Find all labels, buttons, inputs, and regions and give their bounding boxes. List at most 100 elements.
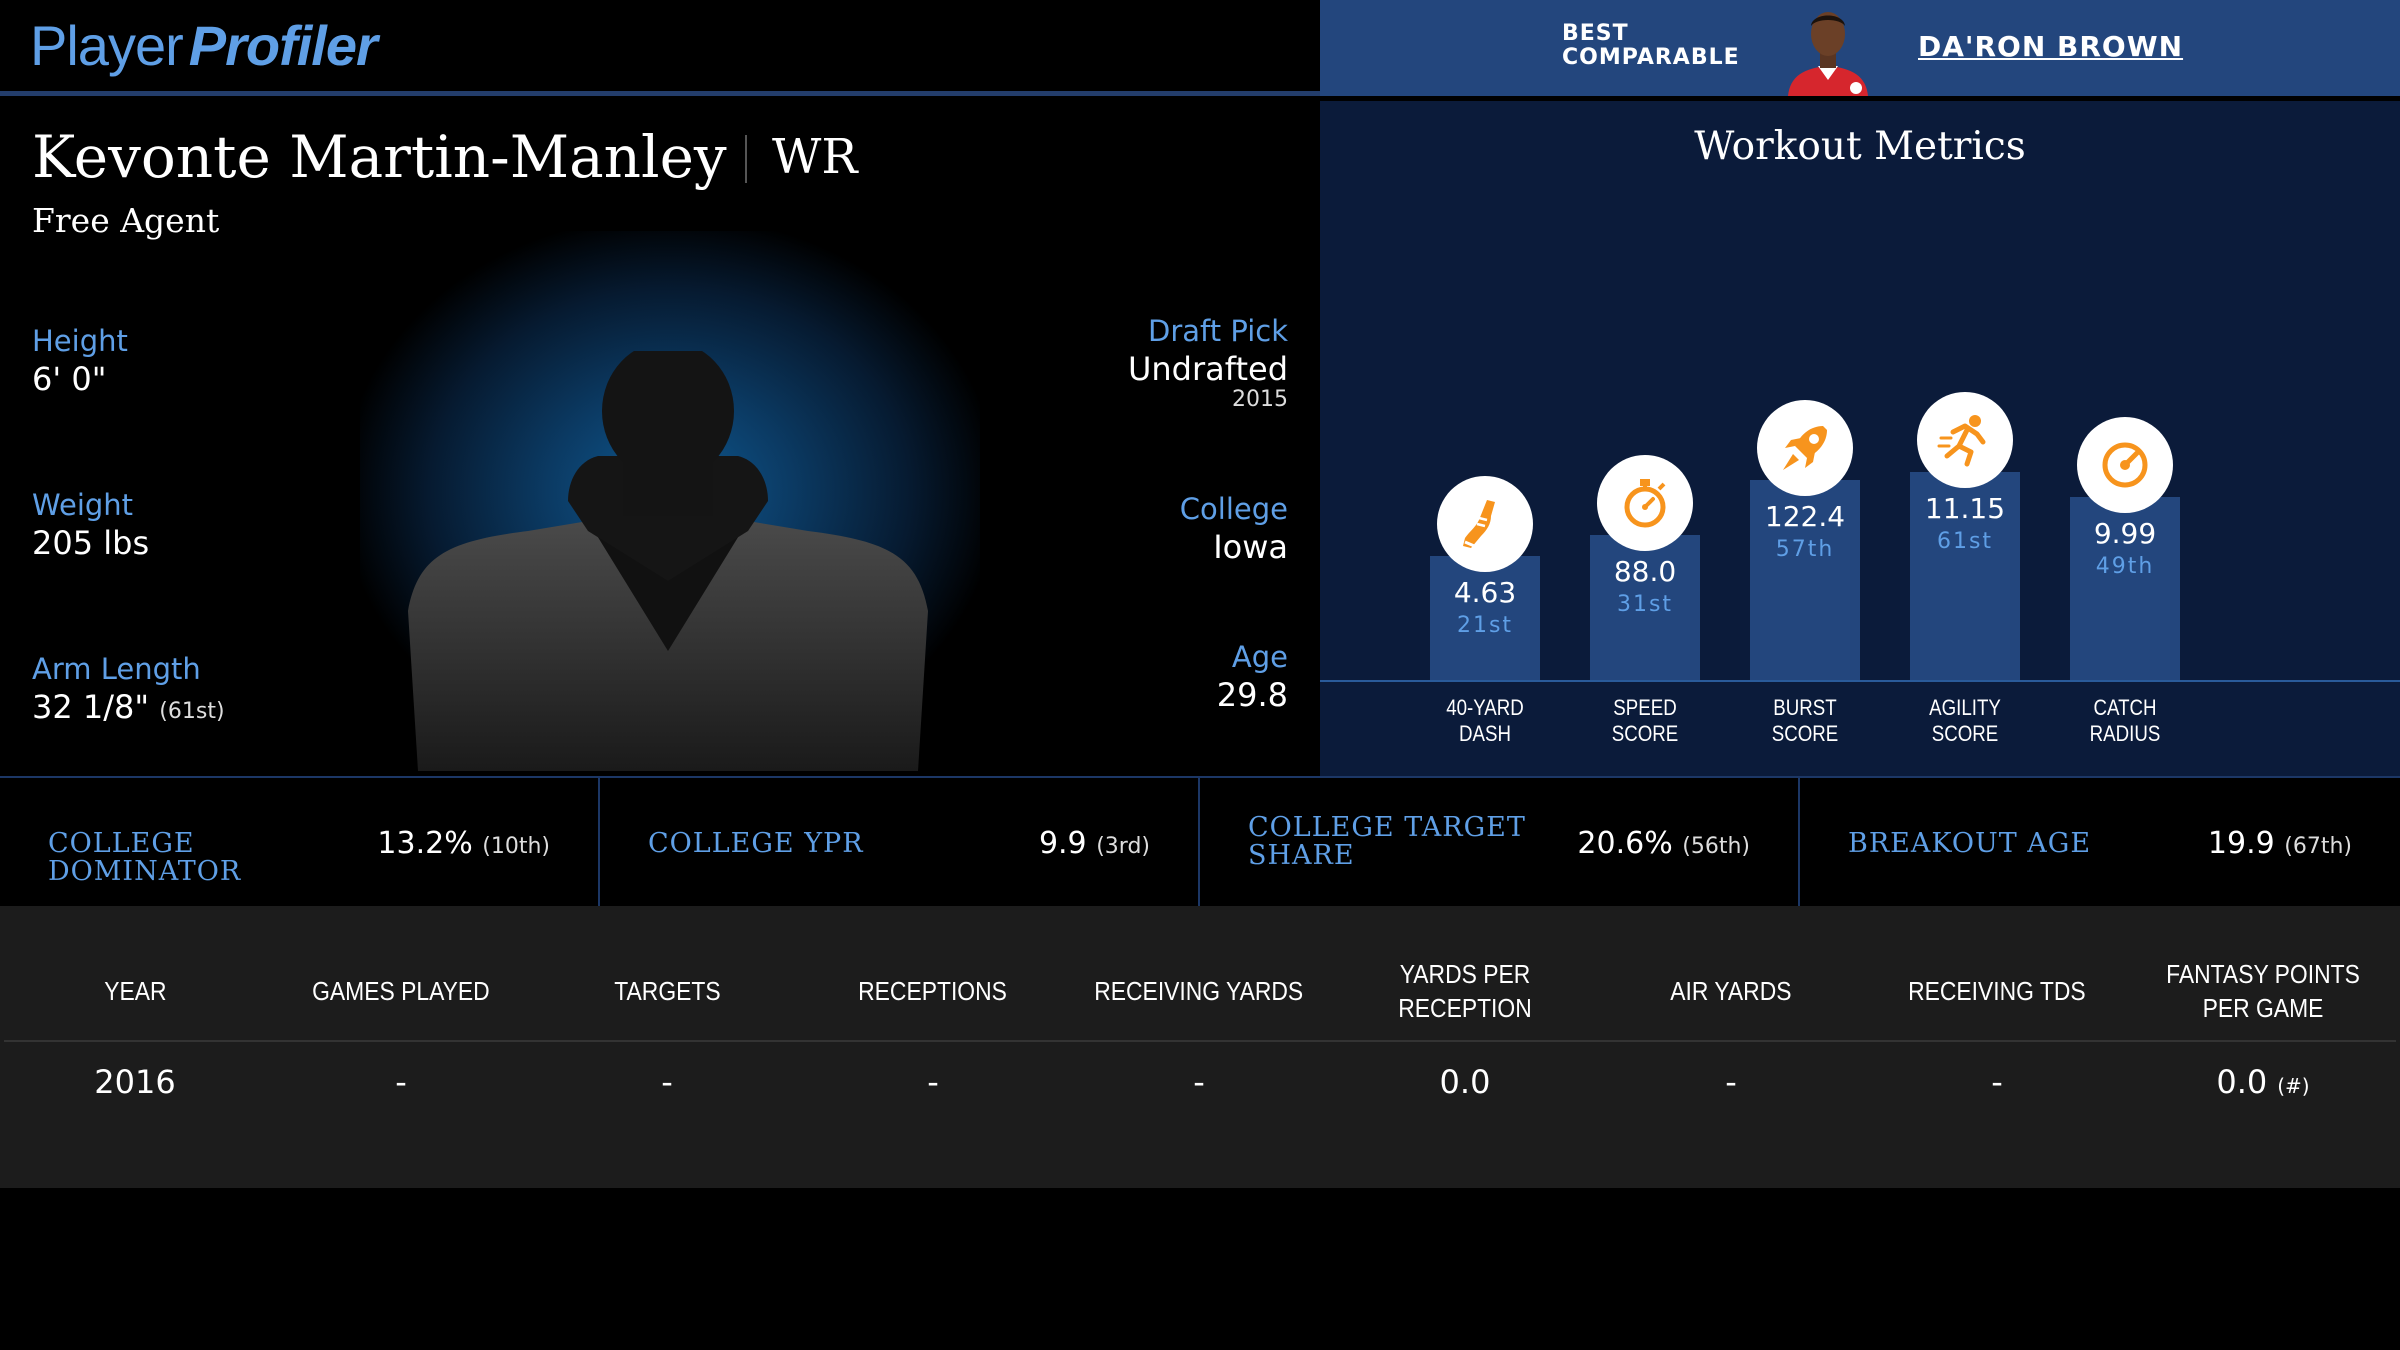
column-header-year-text: YEAR	[103, 976, 167, 1006]
runner-icon	[1917, 392, 2013, 488]
comparable-avatar[interactable]	[1782, 4, 1874, 96]
breakout-age-label: Breakout Age	[1848, 828, 2092, 859]
weight-label: Weight	[32, 488, 134, 522]
college-ypr-value: 9.9 (3rd)	[1039, 826, 1150, 865]
column-header-receiving-yards-text: RECEIVING YARDS	[1094, 976, 1304, 1006]
workout-label-speed-score-line1: SPEED	[1613, 695, 1677, 720]
workout-label-catch-radius: CATCH RADIUS	[2057, 695, 2193, 747]
column-header-yards-per-reception[interactable]: YARDS PER RECEPTION	[1332, 950, 1598, 1032]
best-comparable-label-line2: COMPARABLE	[1562, 45, 1740, 70]
cell-yards-per-reception: 0.0	[1439, 1063, 1491, 1101]
college-ypr-box: College YPR 9.9 (3rd)	[600, 778, 1200, 908]
workout-label-speed-score-line2: SCORE	[1611, 721, 1679, 746]
workout-rank-burst-score: 57th	[1775, 537, 1835, 562]
breakout-age-number: 19.9	[2207, 826, 2275, 861]
draft-pick-value: Undrafted	[1127, 350, 1288, 388]
college-ypr-label: College YPR	[648, 828, 864, 859]
workout-label-burst-score: BURST SCORE	[1737, 695, 1873, 747]
workout-label-agility-score-line2: SCORE	[1931, 721, 1999, 746]
weight-value: 205 lbs	[32, 524, 150, 562]
player-name: Kevonte Martin-Manley	[32, 123, 727, 191]
column-header-year[interactable]: YEAR	[2, 950, 268, 1032]
workout-label-40-yard-dash: 40-YARD DASH	[1417, 695, 1553, 747]
logo-text-profiler: Profiler	[188, 14, 378, 77]
logo-text-player: Player	[30, 14, 184, 77]
column-header-receiving-tds[interactable]: RECEIVING TDS	[1864, 950, 2130, 1032]
workout-bar-burst-score	[1750, 480, 1860, 680]
cell-fantasy-points-value: 0.0	[2216, 1063, 2268, 1101]
cell-receiving-yards: -	[1193, 1063, 1205, 1101]
workout-rank-40-yard-dash: 21st	[1456, 613, 1514, 638]
column-header-targets[interactable]: TARGETS	[534, 950, 800, 1032]
college-label: College	[1179, 492, 1288, 526]
cell-fantasy-points-per-game: 0.0 (#)	[2130, 1062, 2396, 1106]
college-target-share-label: College Target Share	[1248, 812, 1526, 871]
workout-bar-agility-score	[1910, 472, 2020, 680]
column-header-games-played[interactable]: GAMES PLAYED	[268, 950, 534, 1032]
college-ypr-rank: (3rd)	[1096, 834, 1150, 859]
arm-length-value: 32 1/8" (61st)	[32, 687, 225, 732]
age-value: 29.8	[1216, 676, 1288, 714]
college-target-share-rank: (56th)	[1682, 834, 1750, 859]
workout-value-agility-score: 11.15	[1924, 492, 2006, 525]
column-header-receptions[interactable]: RECEPTIONS	[800, 950, 1066, 1032]
workout-label-catch-radius-line2: RADIUS	[2089, 721, 2161, 746]
college-value: Iowa	[1213, 528, 1288, 566]
college-target-share-box: College Target Share 20.6% (56th)	[1200, 778, 1800, 908]
workout-bar-40-yard-dash	[1430, 556, 1540, 680]
workout-label-catch-radius-line1: CATCH	[2093, 695, 2157, 720]
workout-rank-speed-score: 31st	[1616, 592, 1674, 617]
breakout-age-value: 19.9 (67th)	[2208, 826, 2352, 865]
arm-length-rank: (61st)	[159, 699, 225, 724]
college-dominator-box: College Dominator 13.2% (10th)	[0, 778, 600, 908]
best-comparable-bar: BEST COMPARABLE DA'RON BROWN	[1320, 0, 2400, 96]
column-header-receiving-yards[interactable]: RECEIVING YARDS	[1066, 950, 1332, 1032]
arm-length-number: 32 1/8"	[32, 688, 150, 726]
column-header-targets-text: TARGETS	[613, 976, 721, 1006]
header-left: Player Profiler	[0, 0, 1320, 96]
workout-baseline	[1320, 680, 2400, 682]
workout-label-agility-score: AGILITY SCORE	[1897, 695, 2033, 747]
draft-pick-label: Draft Pick	[1148, 314, 1288, 348]
cell-receptions: -	[927, 1063, 939, 1101]
cell-targets: -	[661, 1063, 673, 1101]
cell-air-yards: -	[1725, 1063, 1737, 1101]
arm-length-label: Arm Length	[32, 652, 201, 686]
college-stats-strip: College Dominator 13.2% (10th) College Y…	[0, 776, 2400, 908]
cell-receiving-tds: -	[1991, 1063, 2003, 1101]
best-comparable-label-line1: BEST	[1562, 21, 1629, 46]
workout-value-burst-score: 122.4	[1764, 500, 1846, 533]
best-comparable-name-link[interactable]: DA'RON BROWN	[1918, 30, 2184, 63]
column-header-air-yards-text: AIR YARDS	[1670, 976, 1792, 1006]
rocket-icon	[1757, 400, 1853, 496]
position-divider	[745, 135, 747, 183]
player-silhouette	[408, 351, 928, 771]
workout-metrics-title: Workout Metrics	[1694, 124, 2026, 169]
column-header-receptions-text: RECEPTIONS	[858, 976, 1008, 1006]
workout-metrics-panel: Workout Metrics 4.63 21st 40-YARD DASH 8…	[1320, 101, 2400, 776]
workout-bar-catch-radius	[2070, 497, 2180, 680]
site-logo[interactable]: Player Profiler	[30, 14, 378, 79]
fantasy-points-note[interactable]: (#)	[2277, 1074, 2310, 1098]
column-header-fantasy-points-per-game-text: FANTASY POINTS PER GAME	[2166, 959, 2360, 1023]
player-position: WR	[772, 129, 858, 185]
workout-label-40-yard-dash-line2: DASH	[1459, 721, 1511, 746]
column-header-air-yards[interactable]: AIR YARDS	[1598, 950, 1864, 1032]
player-team: Free Agent	[32, 201, 220, 240]
season-stats-table: YEAR GAMES PLAYED TARGETS RECEPTIONS REC…	[0, 906, 2400, 1188]
workout-bar-speed-score	[1590, 535, 1700, 680]
college-ypr-number: 9.9	[1038, 826, 1087, 861]
column-header-fantasy-points-per-game[interactable]: FANTASY POINTS PER GAME	[2130, 950, 2396, 1032]
college-dominator-rank: (10th)	[482, 834, 550, 859]
column-header-yards-per-reception-text: YARDS PER RECEPTION	[1398, 959, 1532, 1023]
college-dominator-label: College Dominator	[48, 828, 242, 887]
height-label: Height	[32, 324, 128, 358]
shoe-icon	[1437, 476, 1533, 572]
draft-year: 2015	[1232, 387, 1288, 412]
cell-games-played: -	[395, 1063, 407, 1101]
target-icon	[2077, 417, 2173, 513]
college-target-share-number: 20.6%	[1577, 826, 1673, 861]
workout-value-catch-radius: 9.99	[2093, 517, 2157, 550]
workout-value-speed-score: 88.0	[1613, 555, 1677, 588]
workout-label-speed-score: SPEED SCORE	[1577, 695, 1713, 747]
